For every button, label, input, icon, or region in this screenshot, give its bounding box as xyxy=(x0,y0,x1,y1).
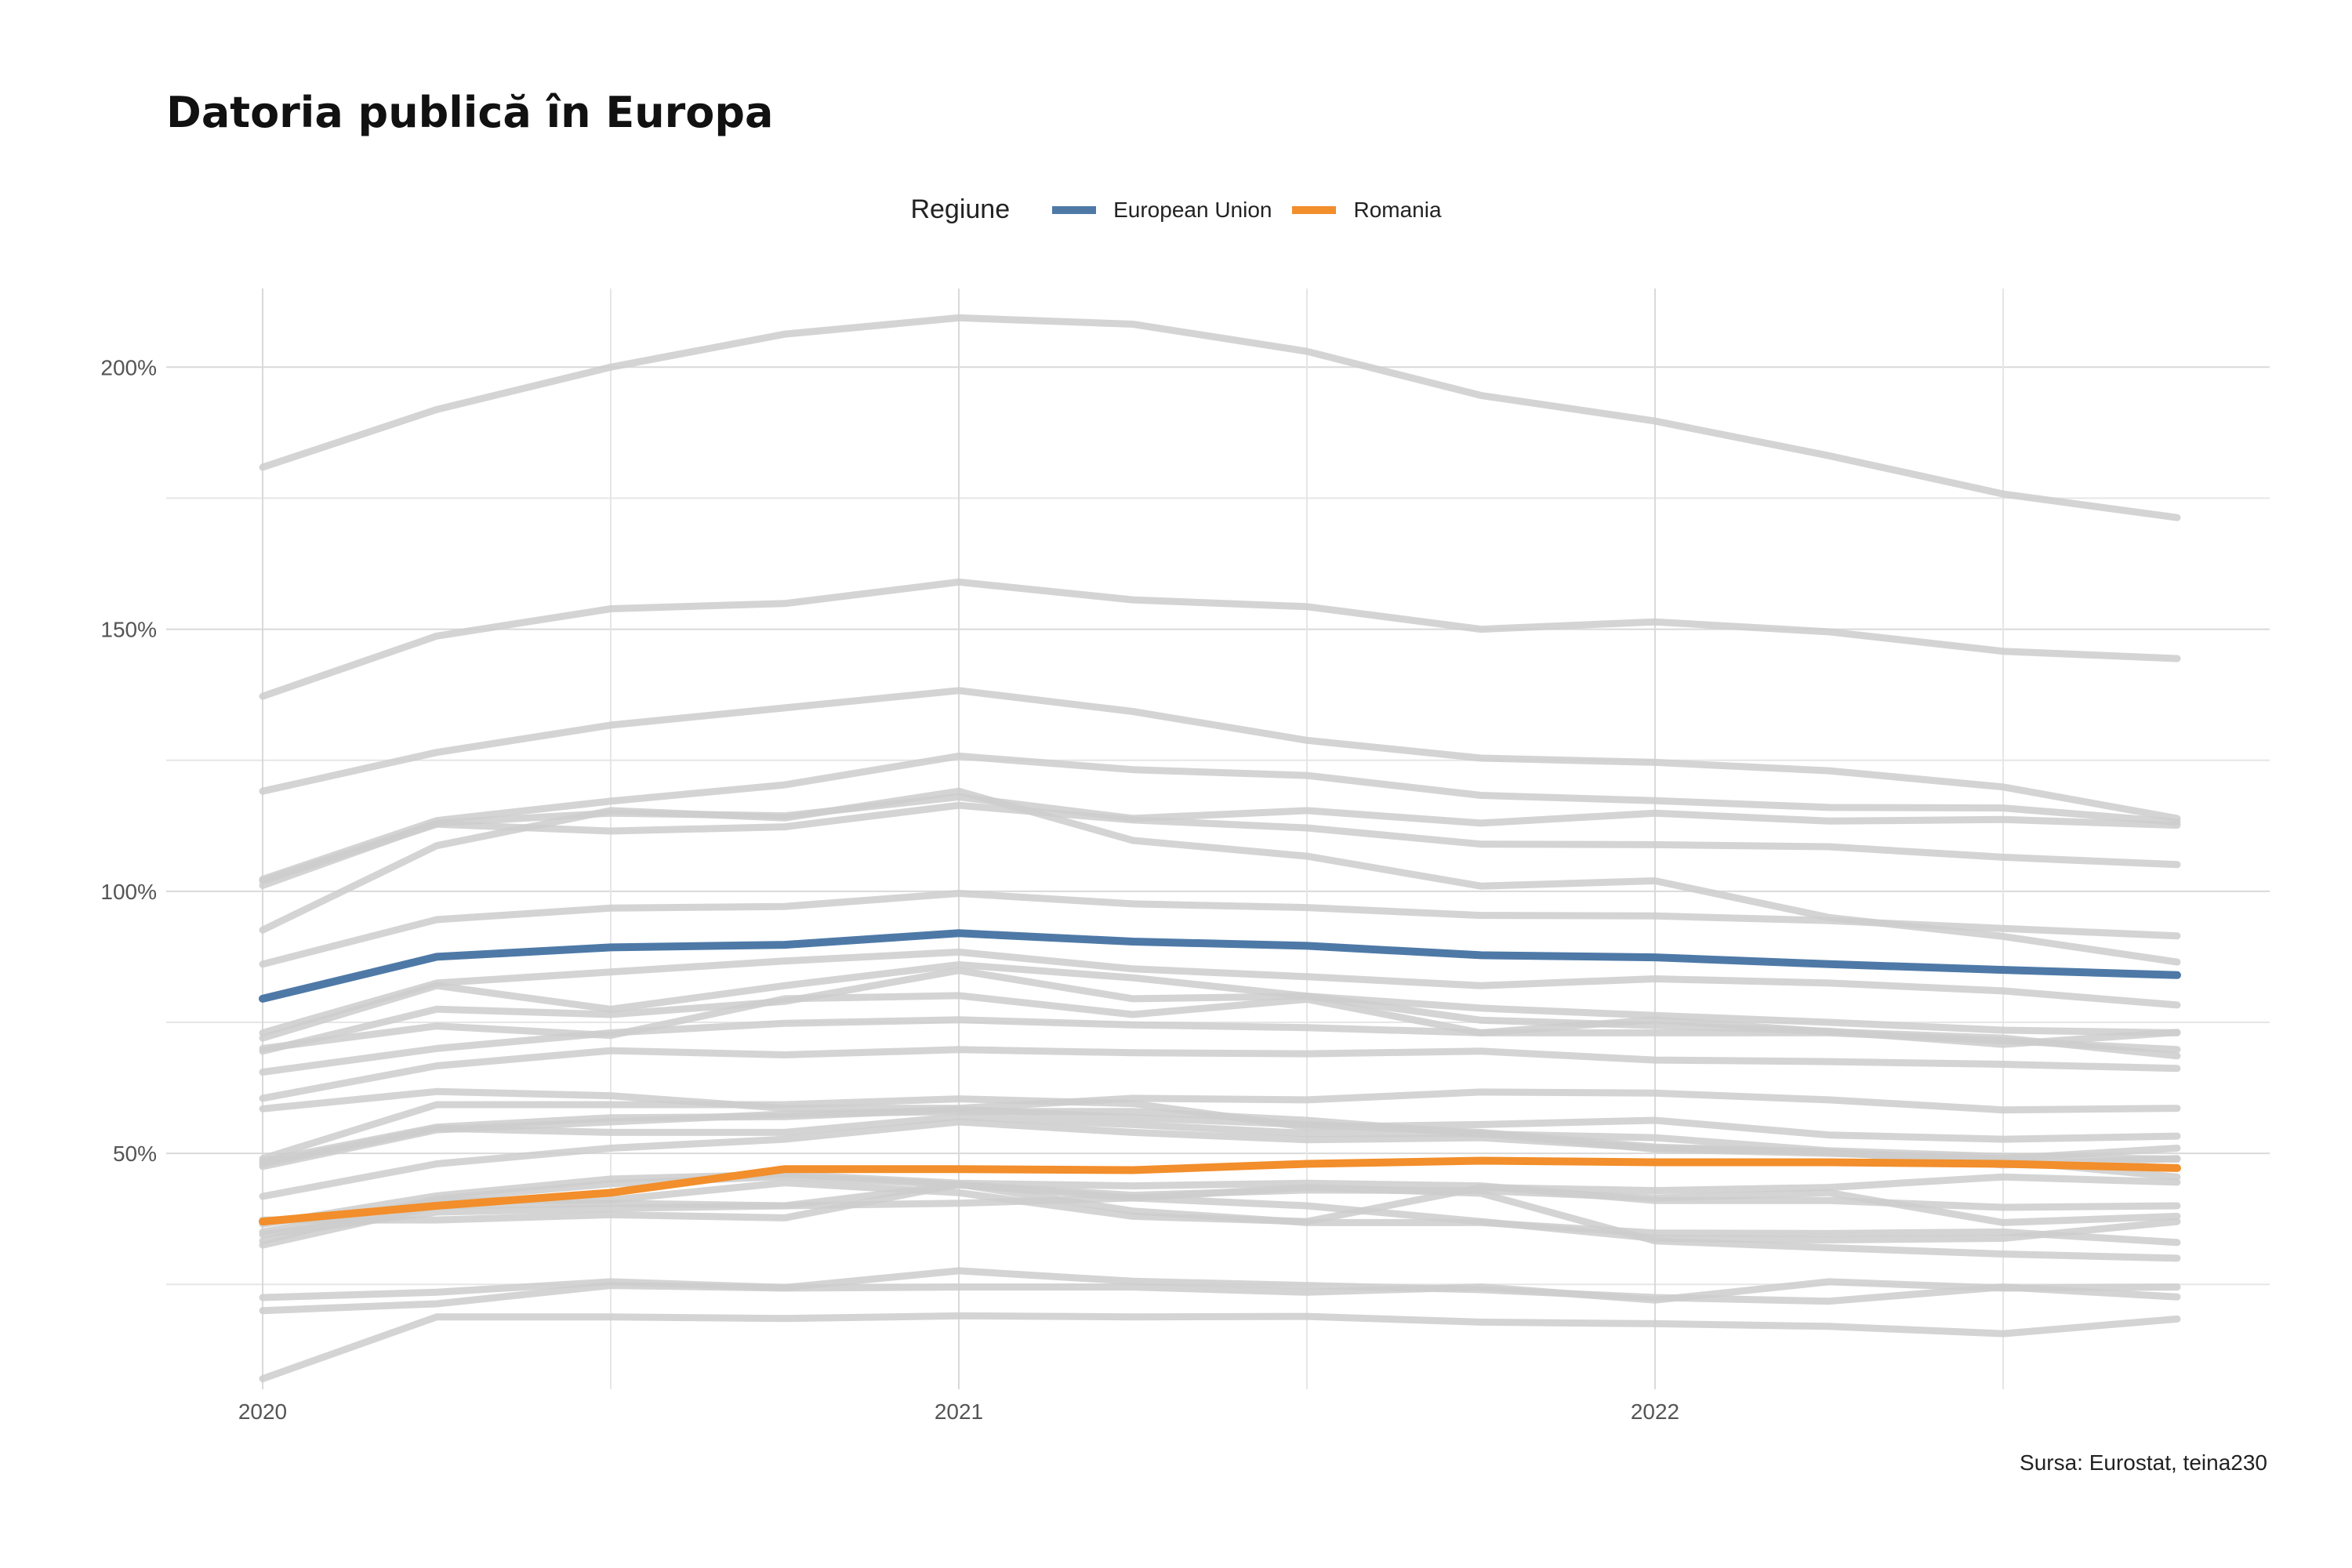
legend-swatch-romania xyxy=(1292,205,1337,214)
x-tick-label: 2020 xyxy=(238,1399,287,1424)
series-line-country-29 xyxy=(259,1312,2181,1383)
series-line-country-28 xyxy=(259,1278,2181,1315)
series-line-romania xyxy=(259,1156,2181,1226)
series-line-country-27 xyxy=(259,1267,2181,1305)
series-line-country-9 xyxy=(259,948,2181,1036)
y-axis-ticks: 50% 100% 150% 200% xyxy=(100,355,157,1166)
x-tick-label: 2021 xyxy=(935,1399,983,1424)
series-line-country-1 xyxy=(259,314,2181,521)
series-line-country-6 xyxy=(259,801,2181,884)
series-line-country-26 xyxy=(259,1181,2181,1239)
background-series xyxy=(259,314,2181,1383)
x-axis-ticks: 2020 2021 2022 xyxy=(238,1399,1679,1424)
chart-title: Datoria publică în Europa xyxy=(166,88,774,137)
legend-title: Regiune xyxy=(910,194,1011,224)
legend-label-european-union: European Union xyxy=(1113,197,1272,222)
y-tick-label: 100% xyxy=(100,880,157,904)
legend: Regiune European Union Romania xyxy=(0,194,2352,225)
legend-item-european-union: European Union xyxy=(1052,198,1272,223)
series-line-country-3 xyxy=(259,687,2181,822)
series-line-european-union xyxy=(259,929,2181,1003)
series-line-country-25 xyxy=(259,1181,2181,1247)
series-line-country-14 xyxy=(259,1046,2181,1102)
series-line-country-21 xyxy=(259,1171,2181,1228)
y-tick-label: 200% xyxy=(100,355,157,379)
series-line-country-20 xyxy=(259,1118,2181,1200)
legend-label-romania: Romania xyxy=(1353,197,1442,222)
highlight-series xyxy=(259,929,2181,1226)
series-line-country-4 xyxy=(259,752,2181,883)
series-line-country-13 xyxy=(259,1016,2181,1076)
series-line-country-2 xyxy=(259,578,2181,700)
source-caption: Sursa: Eurostat, teina230 xyxy=(2020,1450,2267,1475)
series-line-country-15 xyxy=(259,1087,2181,1114)
legend-item-romania: Romania xyxy=(1292,197,1442,223)
y-tick-label: 150% xyxy=(100,618,157,642)
y-tick-label: 50% xyxy=(113,1142,157,1166)
series-line-country-10 xyxy=(259,961,2181,1042)
legend-swatch-european-union xyxy=(1052,205,1097,214)
series-line-country-8 xyxy=(259,890,2181,968)
x-tick-label: 2022 xyxy=(1631,1399,1679,1424)
series-line-country-23 xyxy=(259,1173,2181,1245)
